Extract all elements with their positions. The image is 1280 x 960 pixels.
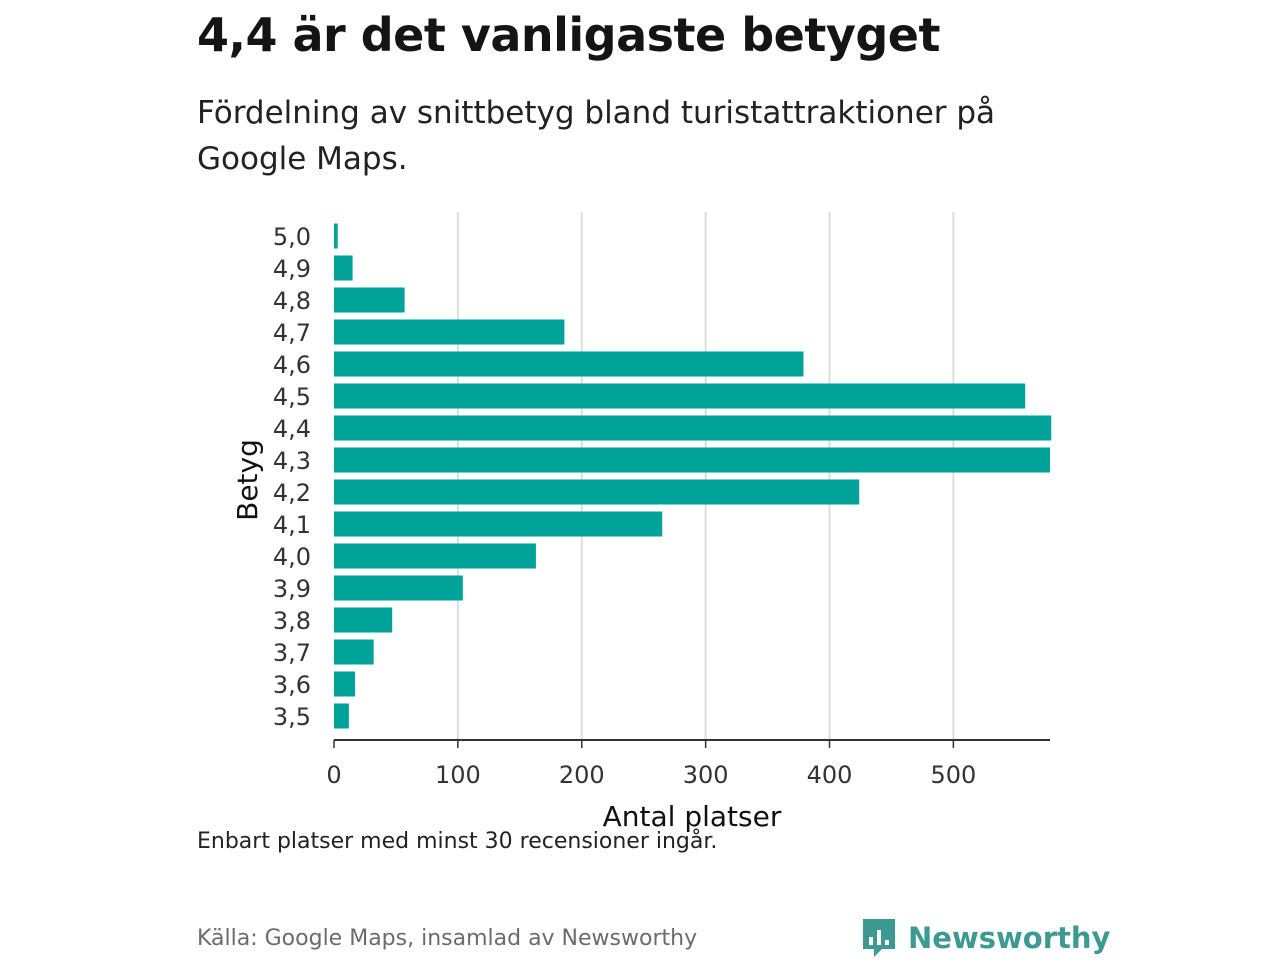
y-tick-label: 4,7 <box>273 319 311 347</box>
y-tick-label: 4,4 <box>273 415 311 443</box>
y-tick-label: 4,9 <box>273 255 311 283</box>
bar <box>334 415 1052 441</box>
chart-note: Enbart platser med minst 30 recensioner … <box>197 829 718 854</box>
y-tick-label: 3,8 <box>273 607 311 635</box>
bar <box>334 639 374 665</box>
y-tick-label: 4,8 <box>273 287 311 315</box>
bar <box>334 255 353 281</box>
bar <box>334 511 663 537</box>
bar <box>334 287 405 313</box>
bar <box>334 319 565 345</box>
bar <box>334 223 338 249</box>
y-tick-label: 5,0 <box>273 223 311 251</box>
y-tick-label: 4,5 <box>273 383 311 411</box>
y-tick-label: 3,5 <box>273 703 311 731</box>
chart-grid <box>456 212 955 740</box>
bar <box>334 351 804 377</box>
brand-logo: Newsworthy <box>860 916 1110 960</box>
bar <box>334 607 393 633</box>
newsworthy-logo-icon <box>863 919 895 957</box>
chart-bars <box>334 223 1052 729</box>
source-credit: Källa: Google Maps, insamlad av Newswort… <box>197 926 698 951</box>
bar <box>334 575 463 601</box>
bar <box>334 703 349 729</box>
y-tick-label: 4,2 <box>273 479 311 507</box>
x-tick-label: 100 <box>435 761 481 789</box>
y-tick-label: 3,9 <box>273 575 311 603</box>
y-tick-label: 4,3 <box>273 447 311 475</box>
x-tick-label: 0 <box>326 761 341 789</box>
bar <box>334 479 860 505</box>
y-tick-label: 3,6 <box>273 671 311 699</box>
bar <box>334 383 1026 409</box>
x-tick-label: 400 <box>807 761 853 789</box>
chart-title: 4,4 är det vanligaste betyget <box>197 8 940 62</box>
x-tick-label: 500 <box>930 761 976 789</box>
x-tick-label: 200 <box>559 761 605 789</box>
bar <box>334 447 1050 473</box>
bar <box>334 543 536 569</box>
bar <box>334 671 356 697</box>
y-tick-labels: 5,0 4,9 4,8 4,7 4,6 4,5 4,4 4,3 4,2 4,1 4,0 3,9 3,8 3… <box>273 223 311 731</box>
chart-subtitle: Fördelning av snittbetyg bland turistatt… <box>197 95 996 177</box>
y-tick-label: 4,6 <box>273 351 311 379</box>
x-ticks: 0 100 200 300 400 500 <box>326 740 976 789</box>
y-axis-label: Betyg <box>231 439 264 521</box>
y-tick-label: 4,1 <box>273 511 311 539</box>
y-tick-label: 4,0 <box>273 543 311 571</box>
y-tick-label: 3,7 <box>273 639 311 667</box>
x-axis-label: Antal platser <box>603 800 782 833</box>
x-tick-label: 300 <box>683 761 729 789</box>
brand-name: Newsworthy <box>908 921 1111 955</box>
